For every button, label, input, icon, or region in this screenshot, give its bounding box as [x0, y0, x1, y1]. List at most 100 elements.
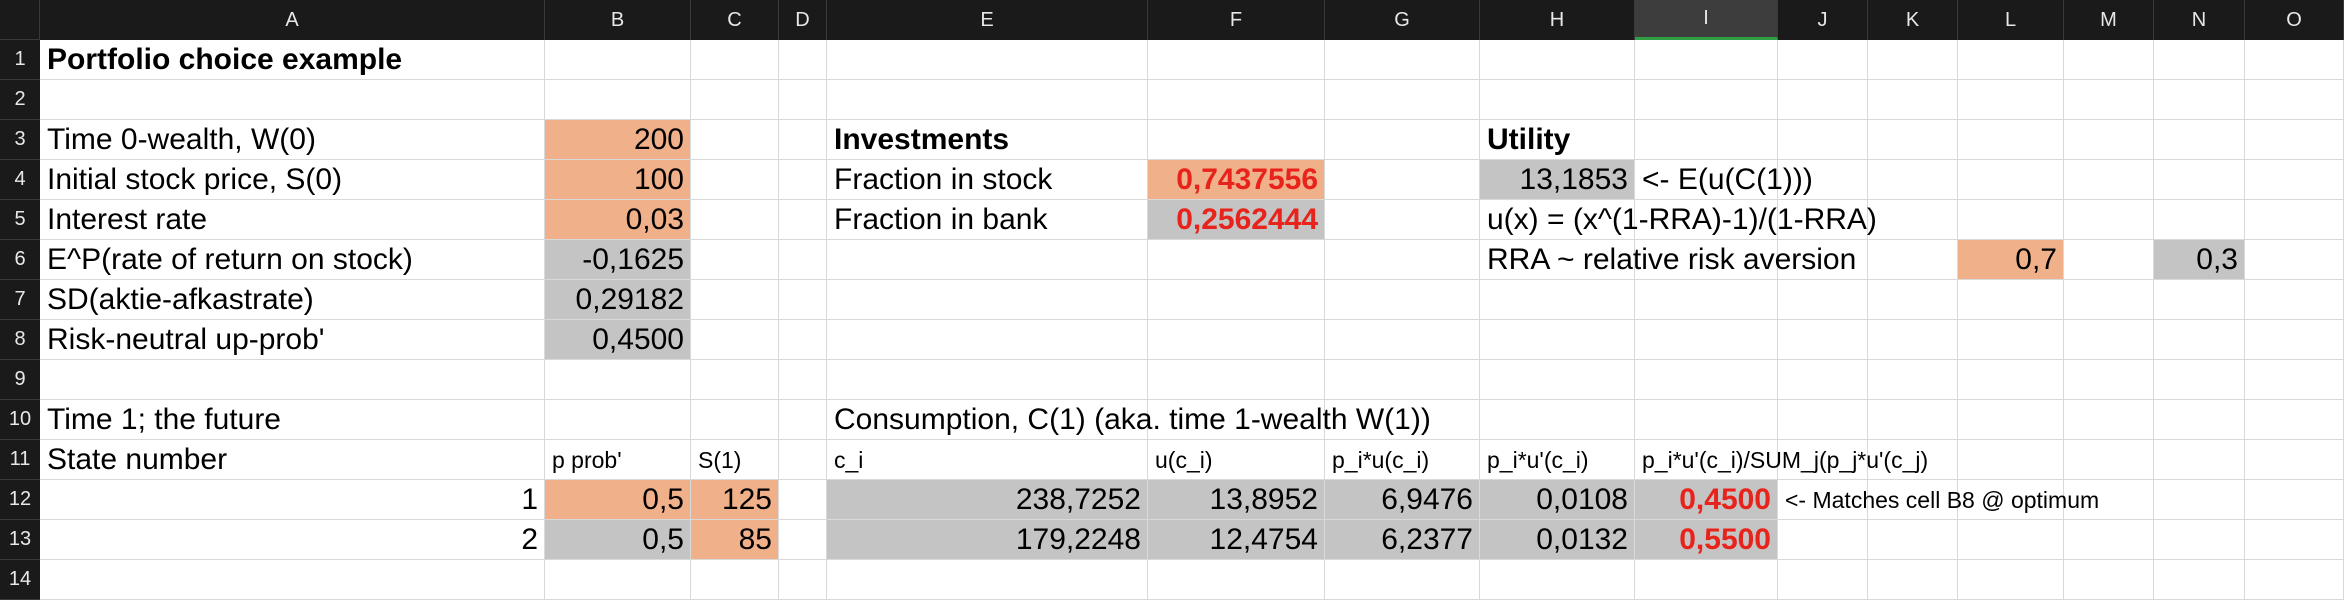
cell-l2[interactable]: [1958, 80, 2064, 120]
cell-j7[interactable]: [1778, 280, 1868, 320]
cell-l11[interactable]: [1958, 440, 2064, 480]
cell-c9[interactable]: [691, 360, 779, 400]
cell-c12[interactable]: [691, 480, 779, 520]
cell-m10[interactable]: [2064, 400, 2154, 440]
cell-l9[interactable]: [1958, 360, 2064, 400]
cell-n3[interactable]: [2154, 120, 2245, 160]
cell-b8[interactable]: [545, 320, 691, 360]
cell-f12[interactable]: [1148, 480, 1325, 520]
column-header-h[interactable]: H: [1480, 0, 1635, 40]
cell-f6[interactable]: [1148, 240, 1325, 280]
row-header-7[interactable]: 7: [0, 280, 40, 320]
column-header-k[interactable]: K: [1868, 0, 1958, 40]
cell-b6[interactable]: [545, 240, 691, 280]
cell-i4[interactable]: [1635, 160, 1778, 200]
cell-g8[interactable]: [1325, 320, 1480, 360]
cell-f5[interactable]: [1148, 200, 1325, 240]
cell-c8[interactable]: [691, 320, 779, 360]
cell-n2[interactable]: [2154, 80, 2245, 120]
cell-b5[interactable]: [545, 200, 691, 240]
column-header-g[interactable]: G: [1325, 0, 1480, 40]
cell-h10[interactable]: [1480, 400, 1635, 440]
cell-b12[interactable]: [545, 480, 691, 520]
cell-n5[interactable]: [2154, 200, 2245, 240]
cell-e8[interactable]: [827, 320, 1148, 360]
cell-h4[interactable]: [1480, 160, 1635, 200]
row-header-5[interactable]: 5: [0, 200, 40, 240]
row-header-10[interactable]: 10: [0, 400, 40, 440]
column-header-n[interactable]: N: [2154, 0, 2245, 40]
cell-a9[interactable]: [40, 360, 545, 400]
column-header-b[interactable]: B: [545, 0, 691, 40]
cell-i10[interactable]: [1635, 400, 1778, 440]
cell-f10[interactable]: [1148, 400, 1325, 440]
cell-k9[interactable]: [1868, 360, 1958, 400]
column-header-l[interactable]: L: [1958, 0, 2064, 40]
row-header-13[interactable]: 13: [0, 520, 40, 560]
cell-n13[interactable]: [2154, 520, 2245, 560]
cell-k2[interactable]: [1868, 80, 1958, 120]
row-header-3[interactable]: 3: [0, 120, 40, 160]
column-header-o[interactable]: O: [2245, 0, 2344, 40]
cell-i3[interactable]: [1635, 120, 1778, 160]
cell-k1[interactable]: [1868, 40, 1958, 80]
cell-m11[interactable]: [2064, 440, 2154, 480]
cell-a6[interactable]: [40, 240, 545, 280]
cell-j6[interactable]: [1778, 240, 1868, 280]
cell-d6[interactable]: [779, 240, 827, 280]
cell-l10[interactable]: [1958, 400, 2064, 440]
cell-m4[interactable]: [2064, 160, 2154, 200]
cell-a8[interactable]: [40, 320, 545, 360]
cell-a7[interactable]: [40, 280, 545, 320]
cell-n6[interactable]: [2154, 240, 2245, 280]
cell-h9[interactable]: [1480, 360, 1635, 400]
cell-k13[interactable]: [1868, 520, 1958, 560]
cell-c4[interactable]: [691, 160, 779, 200]
cell-g14[interactable]: [1325, 560, 1480, 600]
cell-h2[interactable]: [1480, 80, 1635, 120]
cell-m7[interactable]: [2064, 280, 2154, 320]
cell-d12[interactable]: [779, 480, 827, 520]
column-header-f[interactable]: F: [1148, 0, 1325, 40]
cell-l6[interactable]: [1958, 240, 2064, 280]
cell-a3[interactable]: [40, 120, 545, 160]
cell-b10[interactable]: [545, 400, 691, 440]
column-header-i[interactable]: I: [1635, 0, 1778, 40]
cell-d10[interactable]: [779, 400, 827, 440]
row-header-12[interactable]: 12: [0, 480, 40, 520]
cell-h8[interactable]: [1480, 320, 1635, 360]
cell-d14[interactable]: [779, 560, 827, 600]
cell-m2[interactable]: [2064, 80, 2154, 120]
cell-g2[interactable]: [1325, 80, 1480, 120]
cell-f14[interactable]: [1148, 560, 1325, 600]
cell-m6[interactable]: [2064, 240, 2154, 280]
cell-f1[interactable]: [1148, 40, 1325, 80]
cell-n11[interactable]: [2154, 440, 2245, 480]
cell-d9[interactable]: [779, 360, 827, 400]
cell-h1[interactable]: [1480, 40, 1635, 80]
cell-j3[interactable]: [1778, 120, 1868, 160]
cell-g3[interactable]: [1325, 120, 1480, 160]
cell-c6[interactable]: [691, 240, 779, 280]
cell-n12[interactable]: [2154, 480, 2245, 520]
cell-c1[interactable]: [691, 40, 779, 80]
cell-a2[interactable]: [40, 80, 545, 120]
cell-o9[interactable]: [2245, 360, 2344, 400]
cell-k12[interactable]: [1868, 480, 1958, 520]
cell-g9[interactable]: [1325, 360, 1480, 400]
cell-e13[interactable]: [827, 520, 1148, 560]
cell-i6[interactable]: [1635, 240, 1778, 280]
select-all-corner[interactable]: [0, 0, 40, 40]
row-header-4[interactable]: 4: [0, 160, 40, 200]
cell-e12[interactable]: [827, 480, 1148, 520]
cell-b13[interactable]: [545, 520, 691, 560]
cell-m1[interactable]: [2064, 40, 2154, 80]
cell-m8[interactable]: [2064, 320, 2154, 360]
cell-e6[interactable]: [827, 240, 1148, 280]
cell-e5[interactable]: [827, 200, 1148, 240]
cell-a4[interactable]: [40, 160, 545, 200]
cell-d13[interactable]: [779, 520, 827, 560]
cell-n10[interactable]: [2154, 400, 2245, 440]
cell-i11[interactable]: [1635, 440, 1778, 480]
cell-h12[interactable]: [1480, 480, 1635, 520]
